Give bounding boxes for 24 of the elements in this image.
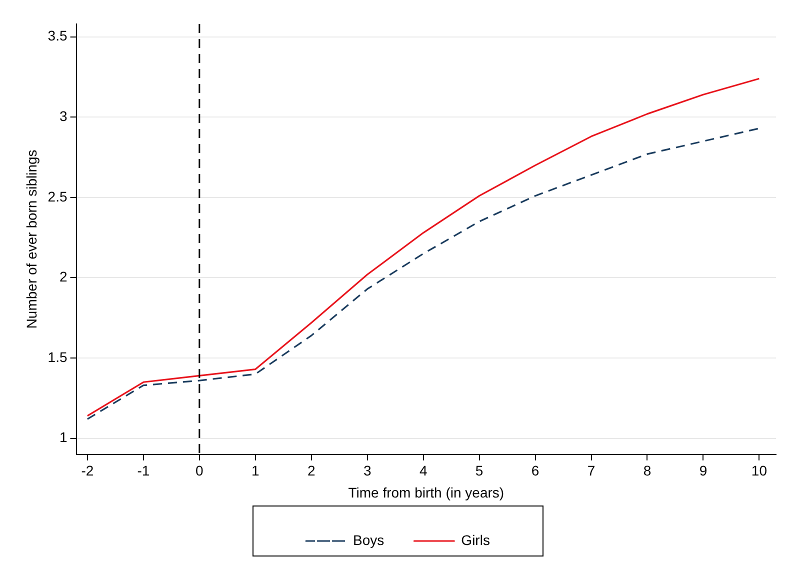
y-tick-label: 2.5: [48, 188, 68, 204]
x-tick-label: 1: [251, 462, 260, 479]
y-tick-label: 3: [59, 108, 68, 124]
y-tick-label: 1.5: [48, 348, 68, 365]
x-tick-label: 10: [751, 462, 768, 479]
x-tick-label: 3: [363, 462, 372, 479]
y-axis-title: Number of ever born siblings: [23, 150, 40, 329]
x-tick-label: 0: [196, 462, 204, 479]
x-tick-label: 5: [475, 462, 484, 479]
line-series: [86, 128, 760, 420]
legend-label: Girls: [461, 532, 490, 548]
legend-label: Boys: [353, 532, 384, 548]
x-tick-label: -2: [81, 462, 94, 479]
x-tick-label: 7: [587, 462, 596, 479]
x-tick-label: 6: [531, 462, 540, 479]
x-tick-label: -1: [137, 462, 150, 479]
x-axis-title: Time from birth (in years): [348, 484, 504, 500]
y-tick-label: 1: [59, 429, 68, 446]
y-tick-label: 2: [59, 268, 68, 285]
x-tick-label: 8: [643, 462, 652, 479]
y-tick-label: 3.5: [48, 28, 68, 44]
x-tick-label: 4: [419, 462, 428, 479]
x-tick-label: 2: [307, 462, 316, 479]
x-tick-label: 9: [699, 462, 708, 479]
